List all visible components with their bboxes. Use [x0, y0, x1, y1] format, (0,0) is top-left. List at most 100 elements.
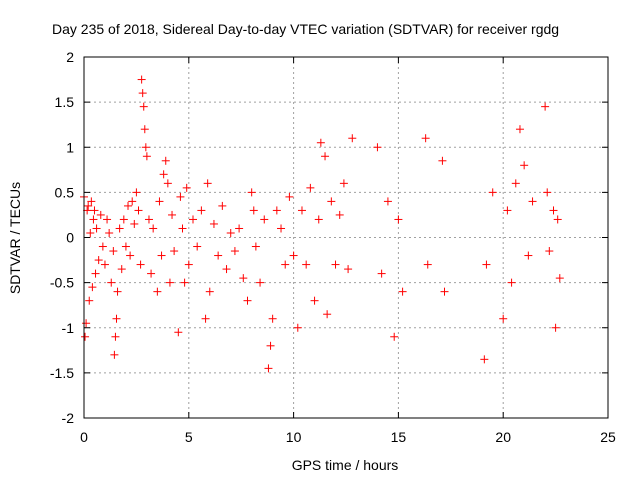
data-point: [545, 247, 554, 256]
data-point: [94, 256, 103, 265]
data-point: [91, 269, 100, 278]
data-point: [377, 269, 386, 278]
data-point: [421, 134, 430, 143]
data-point: [230, 247, 239, 256]
data-point: [155, 197, 164, 206]
data-point: [549, 206, 558, 215]
data-point: [87, 197, 96, 206]
data-point: [524, 251, 533, 260]
data-point: [141, 143, 150, 152]
data-point: [511, 179, 520, 188]
data-point: [438, 156, 447, 165]
data-point: [140, 125, 149, 134]
data-point: [113, 287, 122, 296]
data-point: [165, 278, 174, 287]
data-point: [310, 296, 319, 305]
data-point: [170, 247, 179, 256]
data-point: [197, 206, 206, 215]
data-point: [551, 323, 560, 332]
data-point: [528, 197, 537, 206]
data-point: [105, 228, 114, 237]
data-point: [103, 215, 112, 224]
data-point: [553, 215, 562, 224]
data-point: [209, 219, 218, 228]
plot-frame: [83, 56, 609, 419]
data-point: [139, 102, 148, 111]
data-point: [205, 287, 214, 296]
data-point: [272, 206, 281, 215]
data-point: [107, 278, 116, 287]
data-point: [88, 283, 97, 292]
y-tick-label: -1: [62, 320, 75, 336]
x-tick-label: 0: [80, 429, 88, 445]
data-point: [390, 332, 399, 341]
data-point: [235, 224, 244, 233]
data-point: [222, 265, 231, 274]
x-tick-label: 5: [185, 429, 193, 445]
data-point: [149, 224, 158, 233]
data-point: [218, 201, 227, 210]
data-point: [159, 170, 168, 179]
data-point: [117, 265, 126, 274]
data-point: [335, 210, 344, 219]
data-point: [110, 350, 119, 359]
data-point: [339, 179, 348, 188]
data-point: [203, 179, 212, 188]
data-point: [297, 206, 306, 215]
data-point: [314, 215, 323, 224]
x-tick-label: 25: [600, 429, 616, 445]
data-point: [128, 197, 137, 206]
data-point: [289, 251, 298, 260]
data-point: [153, 287, 162, 296]
data-point: [321, 152, 330, 161]
data-point: [157, 251, 166, 260]
y-tick-label: -2: [62, 410, 75, 426]
data-point: [130, 219, 139, 228]
data-point: [316, 138, 325, 147]
data-point: [243, 296, 252, 305]
data-point: [249, 206, 258, 215]
data-point: [188, 215, 197, 224]
data-point: [136, 260, 145, 269]
y-tick-label: 1: [66, 139, 74, 155]
data-point: [277, 224, 286, 233]
data-point: [163, 179, 172, 188]
x-tick-label: 10: [286, 429, 302, 445]
y-tick-label: 0.5: [55, 184, 75, 200]
data-point: [541, 102, 550, 111]
data-point: [126, 251, 135, 260]
data-point: [201, 314, 210, 323]
y-axis-label: SDTVAR / TECUs: [7, 182, 23, 294]
data-point: [281, 260, 290, 269]
data-point: [488, 188, 497, 197]
data-point: [268, 314, 277, 323]
data-point: [176, 192, 185, 201]
data-point: [96, 210, 105, 219]
data-point: [503, 206, 512, 215]
data-point: [214, 251, 223, 260]
data-point: [142, 152, 151, 161]
x-axis-label: GPS time / hours: [292, 457, 399, 473]
data-point: [134, 206, 143, 215]
data-point: [348, 134, 357, 143]
data-point: [226, 228, 235, 237]
data-point: [480, 355, 489, 364]
data-point: [137, 75, 146, 84]
data-point: [499, 314, 508, 323]
data-point: [247, 188, 256, 197]
data-point: [239, 274, 248, 283]
data-point: [147, 269, 156, 278]
data-point: [182, 183, 191, 192]
data-point: [111, 332, 120, 341]
data-point: [251, 242, 260, 251]
x-tick-label: 15: [391, 429, 407, 445]
data-point: [85, 296, 94, 305]
data-point: [180, 278, 189, 287]
data-point: [285, 192, 294, 201]
data-point: [398, 287, 407, 296]
data-point: [132, 188, 141, 197]
x-tick-label: 20: [495, 429, 511, 445]
data-point: [100, 260, 109, 269]
data-point: [394, 215, 403, 224]
